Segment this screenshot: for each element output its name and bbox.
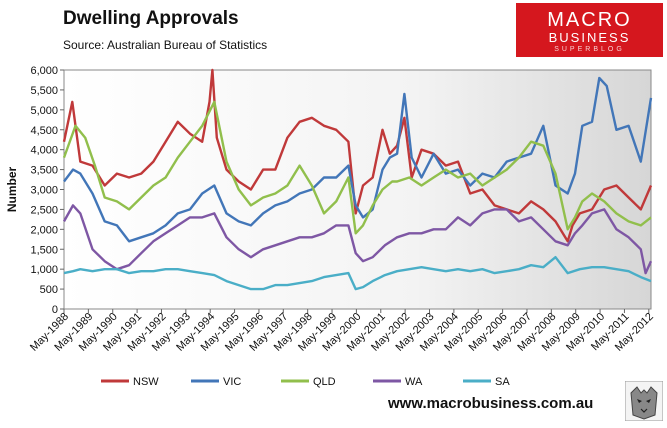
y-tick-label: 3,500 (30, 165, 58, 177)
series-line-sa (63, 256, 652, 291)
series-line-nsw (62, 68, 653, 243)
legend-label-wa: WA (405, 376, 423, 388)
y-tick-label: 5,500 (30, 85, 58, 97)
wolf-emblem-icon (625, 381, 663, 421)
y-tick-label: 2,000 (30, 224, 58, 236)
legend-label-sa: SA (495, 376, 510, 388)
y-tick-label: 1,500 (30, 244, 58, 256)
y-tick-label: 500 (40, 284, 58, 296)
legend-label-nsw: NSW (133, 376, 159, 388)
legend-label-qld: QLD (313, 376, 336, 388)
y-tick-label: 2,500 (30, 204, 58, 216)
y-tick-label: 4,000 (30, 145, 58, 157)
series-line-wa (62, 204, 653, 275)
y-axis-title: Number (5, 167, 19, 213)
logo-line-2: BUSINESS (548, 30, 631, 45)
y-tick-label: 4,500 (30, 125, 58, 137)
series-line-vic (63, 76, 653, 243)
y-tick-label: 6,000 (30, 65, 58, 77)
legend-label-vic: VIC (223, 376, 241, 388)
y-tick-label: 0 (52, 304, 58, 316)
series-line-qld (62, 100, 652, 235)
footer-url[interactable]: www.macrobusiness.com.au (388, 395, 594, 412)
chart-title: Dwelling Approvals (63, 8, 239, 29)
y-tick-label: 5,000 (30, 105, 58, 117)
y-tick-label: 3,000 (30, 185, 58, 197)
logo-line-1: MACRO (547, 9, 632, 31)
macro-business-logo[interactable]: MACRO BUSINESS SUPERBLOG (516, 3, 663, 57)
chart-source: Source: Australian Bureau of Statistics (63, 38, 268, 52)
logo-line-3: SUPERBLOG (554, 46, 625, 53)
y-tick-label: 1,000 (30, 264, 58, 276)
